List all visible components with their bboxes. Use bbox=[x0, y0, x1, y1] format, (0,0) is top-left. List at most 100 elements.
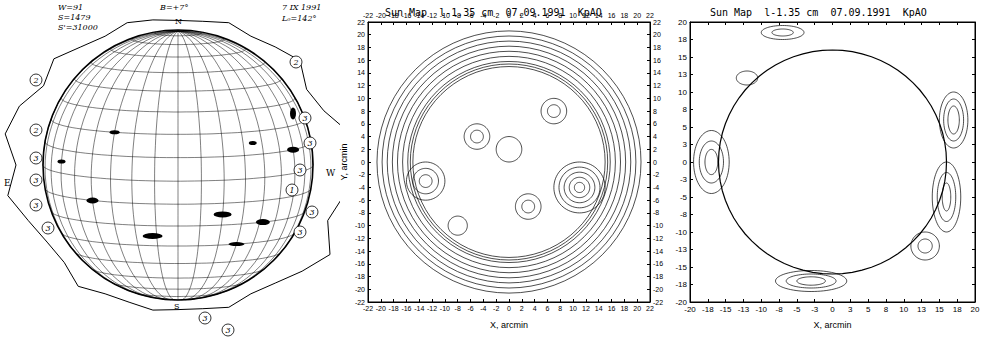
svg-text:0: 0 bbox=[653, 159, 657, 166]
svg-text:8: 8 bbox=[884, 305, 889, 314]
svg-text:22: 22 bbox=[653, 19, 661, 26]
svg-text:B=+7°: B=+7° bbox=[159, 3, 188, 12]
svg-text:16: 16 bbox=[357, 57, 365, 64]
svg-text:-2: -2 bbox=[653, 171, 659, 178]
svg-text:4: 4 bbox=[533, 305, 537, 312]
svg-text:10: 10 bbox=[569, 305, 577, 312]
svg-text:20: 20 bbox=[653, 31, 661, 38]
svg-text:-6: -6 bbox=[653, 197, 659, 204]
svg-text:10: 10 bbox=[653, 95, 661, 102]
svg-text:18: 18 bbox=[620, 305, 628, 312]
svg-text:3: 3 bbox=[302, 114, 307, 123]
svg-text:-16: -16 bbox=[653, 260, 663, 267]
svg-text:-10: -10 bbox=[440, 305, 450, 312]
svg-text:3: 3 bbox=[225, 326, 230, 335]
svg-text:-12: -12 bbox=[355, 235, 365, 242]
svg-text:S: S bbox=[174, 302, 179, 311]
svg-text:12: 12 bbox=[653, 82, 661, 89]
svg-text:0: 0 bbox=[361, 159, 365, 166]
svg-text:W=91: W=91 bbox=[58, 3, 83, 12]
svg-text:-22: -22 bbox=[653, 299, 663, 306]
svg-text:-8: -8 bbox=[359, 209, 365, 216]
svg-text:N: N bbox=[175, 17, 182, 26]
svg-text:3: 3 bbox=[45, 224, 50, 233]
svg-text:16: 16 bbox=[653, 57, 661, 64]
svg-text:2: 2 bbox=[361, 146, 365, 153]
svg-text:-18: -18 bbox=[389, 305, 399, 312]
svg-text:-5: -5 bbox=[680, 193, 688, 202]
svg-text:6: 6 bbox=[546, 305, 550, 312]
svg-text:3: 3 bbox=[307, 139, 312, 148]
svg-text:-13: -13 bbox=[675, 245, 687, 254]
svg-text:-13: -13 bbox=[738, 305, 750, 314]
svg-text:20: 20 bbox=[678, 18, 687, 27]
svg-text:16: 16 bbox=[608, 305, 616, 312]
svg-text:-18: -18 bbox=[355, 273, 365, 280]
svg-text:0: 0 bbox=[830, 305, 835, 314]
svg-text:22: 22 bbox=[357, 19, 365, 26]
svg-text:3: 3 bbox=[848, 305, 853, 314]
svg-text:3: 3 bbox=[309, 208, 314, 217]
svg-text:-16: -16 bbox=[355, 260, 365, 267]
svg-text:-18: -18 bbox=[653, 273, 663, 280]
svg-text:18: 18 bbox=[357, 44, 365, 51]
svg-text:-18: -18 bbox=[702, 305, 714, 314]
svg-text:-12: -12 bbox=[653, 235, 663, 242]
svg-text:18: 18 bbox=[653, 44, 661, 51]
svg-text:0: 0 bbox=[507, 305, 511, 312]
svg-text:13: 13 bbox=[917, 305, 926, 314]
svg-text:10: 10 bbox=[357, 95, 365, 102]
svg-text:3: 3 bbox=[33, 176, 38, 185]
svg-text:-10: -10 bbox=[653, 222, 663, 229]
svg-text:2: 2 bbox=[653, 146, 657, 153]
svg-text:L₀=142°: L₀=142° bbox=[281, 14, 317, 23]
svg-text:-8: -8 bbox=[455, 305, 461, 312]
svg-text:1: 1 bbox=[289, 186, 294, 195]
svg-text:5: 5 bbox=[683, 123, 688, 132]
svg-text:7 IX 1991: 7 IX 1991 bbox=[282, 3, 321, 12]
svg-text:4: 4 bbox=[361, 133, 365, 140]
svg-text:-16: -16 bbox=[401, 305, 411, 312]
svg-text:-2: -2 bbox=[493, 305, 499, 312]
svg-text:W: W bbox=[326, 168, 336, 178]
svg-text:-8: -8 bbox=[653, 209, 659, 216]
svg-text:-15: -15 bbox=[720, 305, 732, 314]
svg-text:-12: -12 bbox=[427, 305, 437, 312]
svg-text:-6: -6 bbox=[359, 197, 365, 204]
svg-text:16: 16 bbox=[608, 12, 616, 19]
svg-text:18: 18 bbox=[620, 12, 628, 19]
svg-text:8: 8 bbox=[653, 108, 657, 115]
svg-text:-15: -15 bbox=[675, 263, 687, 272]
svg-text:0: 0 bbox=[683, 158, 688, 167]
svg-text:3: 3 bbox=[297, 166, 302, 175]
svg-text:15: 15 bbox=[935, 305, 944, 314]
svg-text:-14: -14 bbox=[653, 248, 663, 255]
svg-text:-20: -20 bbox=[376, 305, 386, 312]
svg-text:20: 20 bbox=[633, 305, 641, 312]
svg-text:18: 18 bbox=[678, 35, 687, 44]
svg-text:Sun Map l-1.35 cm 07.09.1991: Sun Map l-1.35 cm 07.09.1991 KpAO bbox=[710, 7, 927, 18]
svg-text:-20: -20 bbox=[355, 286, 365, 293]
svg-text:-3: -3 bbox=[680, 175, 688, 184]
svg-text:-4: -4 bbox=[480, 305, 486, 312]
svg-text:3: 3 bbox=[202, 314, 207, 323]
svg-text:8: 8 bbox=[361, 108, 365, 115]
svg-text:-3: -3 bbox=[811, 305, 819, 314]
svg-text:S=1479: S=1479 bbox=[58, 13, 91, 22]
svg-text:5: 5 bbox=[866, 305, 871, 314]
svg-text:12: 12 bbox=[582, 305, 590, 312]
svg-text:10: 10 bbox=[678, 88, 687, 97]
svg-text:Y, arcmin: Y, arcmin bbox=[339, 144, 349, 181]
svg-text:3: 3 bbox=[683, 140, 688, 149]
svg-text:2: 2 bbox=[32, 76, 38, 85]
svg-text:22: 22 bbox=[646, 12, 654, 19]
svg-text:20: 20 bbox=[357, 31, 365, 38]
svg-text:20: 20 bbox=[971, 305, 980, 314]
svg-text:3: 3 bbox=[33, 201, 38, 210]
svg-text:15: 15 bbox=[678, 53, 687, 62]
svg-text:-22: -22 bbox=[363, 305, 373, 312]
svg-text:14: 14 bbox=[653, 69, 661, 76]
svg-text:20: 20 bbox=[633, 12, 641, 19]
svg-text:-6: -6 bbox=[467, 305, 473, 312]
svg-text:X, arcmin: X, arcmin bbox=[813, 320, 851, 330]
